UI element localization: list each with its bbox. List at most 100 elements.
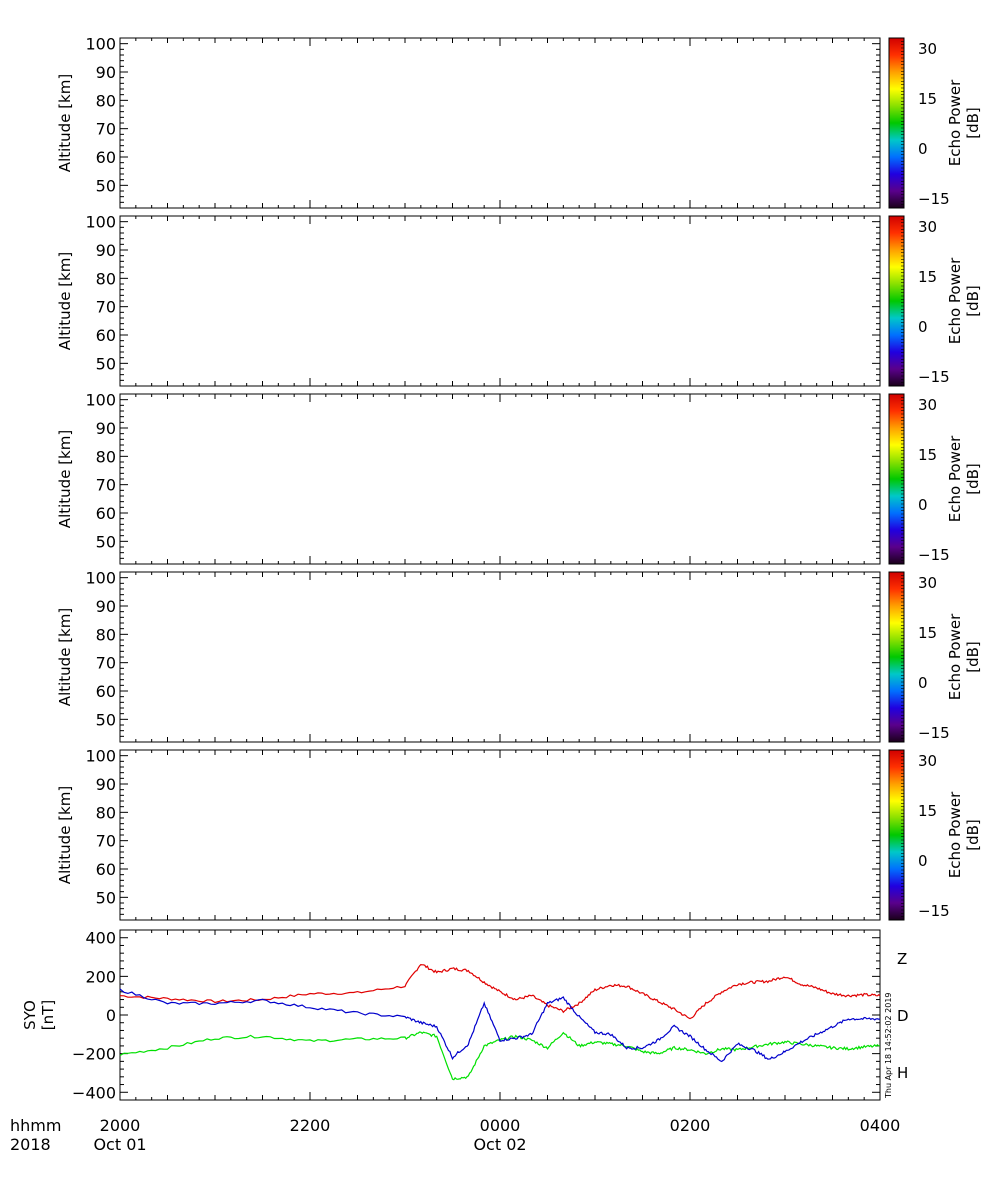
colorbar — [888, 215, 905, 387]
y-tick-label: 60 — [96, 326, 116, 345]
y-tick-label: 100 — [85, 391, 116, 410]
colorbar-tick-label: −15 — [918, 546, 950, 564]
y-axis-title: Altitude [km] — [56, 74, 74, 172]
y-tick-label: 60 — [96, 860, 116, 879]
x-row-label-year: 2018 — [10, 1135, 51, 1154]
y-tick-label: 80 — [96, 91, 116, 110]
y-tick-label: 60 — [96, 504, 116, 523]
colorbar — [888, 37, 905, 209]
y-tick-label: 100 — [85, 35, 116, 54]
colorbar-tick-label: 15 — [918, 268, 937, 286]
colorbar-tick-label: −15 — [918, 190, 950, 208]
legend-H: H — [897, 1064, 908, 1082]
colorbar-tick-label: 0 — [918, 496, 928, 514]
colorbar-unit: [dB] — [964, 285, 982, 317]
y-tick-label: 100 — [85, 213, 116, 232]
x-date-label: Oct 02 — [473, 1135, 526, 1154]
x-tick-label: 0400 — [860, 1116, 901, 1135]
colorbar-unit: [dB] — [964, 463, 982, 495]
mag-y-unit: [nT] — [39, 1000, 57, 1030]
colorbar-title: Echo Power — [946, 791, 964, 878]
legend-D: D — [897, 1007, 909, 1025]
y-tick-label: 70 — [96, 298, 116, 317]
y-tick-label: 50 — [96, 176, 116, 195]
colorbar — [888, 571, 905, 743]
colorbar-tick-label: 0 — [918, 318, 928, 336]
series-D-line — [119, 1031, 881, 1081]
y-tick-label: 50 — [96, 354, 116, 373]
y-tick-label: 80 — [96, 625, 116, 644]
y-tick-label: 80 — [96, 269, 116, 288]
colorbar-tick-label: 30 — [918, 752, 937, 770]
y-tick-label: 100 — [85, 569, 116, 588]
colorbar-unit: [dB] — [964, 819, 982, 851]
x-date-label: Oct 01 — [93, 1135, 146, 1154]
colorbar-title: Echo Power — [946, 257, 964, 344]
plot-frame — [119, 393, 881, 565]
colorbar — [888, 749, 905, 921]
colorbar-tick-label: 30 — [918, 574, 937, 592]
plot-frame — [119, 571, 881, 743]
mag-y-tick-label: 200 — [85, 967, 116, 986]
y-axis-title: Altitude [km] — [56, 608, 74, 706]
y-tick-label: 50 — [96, 888, 116, 907]
y-tick-label: 80 — [96, 803, 116, 822]
colorbar-tick-label: −15 — [918, 368, 950, 386]
plot-frame — [119, 37, 881, 209]
y-tick-label: 70 — [96, 654, 116, 673]
mag-y-tick-label: −400 — [72, 1083, 116, 1102]
colorbar-tick-label: 15 — [918, 802, 937, 820]
echo-panel-4: 50 60 70 80 90 100 Altitude [km] 30 15 0 −15 Echo P… — [56, 569, 982, 743]
y-tick-label: 70 — [96, 120, 116, 139]
mag-y-tick-label: 400 — [85, 929, 116, 948]
colorbar-tick-label: 30 — [918, 40, 937, 58]
colorbar-unit: [dB] — [964, 107, 982, 139]
y-tick-label: 60 — [96, 148, 116, 167]
x-tick-label: 2000 — [100, 1116, 141, 1135]
echo-panel-5: 50 60 70 80 90 100 Altitude [km] 30 15 0 −15 Echo P… — [56, 747, 982, 921]
colorbar-title: Echo Power — [946, 79, 964, 166]
x-row-label-hhmm: hhmm — [10, 1116, 61, 1135]
plot-frame — [119, 749, 881, 921]
y-tick-label: 70 — [96, 832, 116, 851]
colorbar-tick-label: 0 — [918, 674, 928, 692]
colorbar-tick-label: −15 — [918, 724, 950, 742]
y-tick-label: 90 — [96, 241, 116, 260]
series-H-line — [119, 988, 881, 1063]
y-axis-title: Altitude [km] — [56, 786, 74, 884]
y-tick-label: 80 — [96, 447, 116, 466]
mag-y-title: SYO — [21, 1000, 39, 1030]
y-tick-label: 50 — [96, 710, 116, 729]
y-tick-label: 90 — [96, 63, 116, 82]
echo-panel-3: 50 60 70 80 90 100 Altitude [km] 30 15 0 −15 Echo P… — [56, 391, 982, 565]
y-axis-title: Altitude [km] — [56, 430, 74, 528]
mag-y-tick-label: 0 — [106, 1006, 116, 1025]
y-axis-title: Altitude [km] — [56, 252, 74, 350]
mag-frame — [119, 929, 881, 1101]
colorbar-title: Echo Power — [946, 435, 964, 522]
colorbar-tick-label: 0 — [918, 852, 928, 870]
colorbar-tick-label: 30 — [918, 218, 937, 236]
colorbar-tick-label: 30 — [918, 396, 937, 414]
x-tick-label: 0000 — [480, 1116, 521, 1135]
legend-Z: Z — [897, 950, 907, 968]
colorbar — [888, 393, 905, 565]
series-Z-line — [119, 963, 881, 1020]
x-tick-label: 0200 — [670, 1116, 711, 1135]
y-tick-label: 90 — [96, 597, 116, 616]
y-tick-label: 50 — [96, 532, 116, 551]
y-tick-label: 90 — [96, 419, 116, 438]
y-tick-label: 100 — [85, 747, 116, 766]
colorbar-tick-label: 15 — [918, 90, 937, 108]
echo-panel-1: 50 60 70 80 90 100 Altitude [km] 30 15 0 −15 Echo P… — [56, 35, 982, 209]
colorbar-tick-label: 15 — [918, 624, 937, 642]
colorbar-tick-label: −15 — [918, 902, 950, 920]
colorbar-title: Echo Power — [946, 613, 964, 700]
colorbar-unit: [dB] — [964, 641, 982, 673]
x-tick-label: 2200 — [290, 1116, 331, 1135]
y-tick-label: 60 — [96, 682, 116, 701]
colorbar-tick-label: 15 — [918, 446, 937, 464]
echo-panel-2: 50 60 70 80 90 100 Altitude [km] 30 15 0 −15 Echo P… — [56, 213, 982, 387]
y-tick-label: 90 — [96, 775, 116, 794]
